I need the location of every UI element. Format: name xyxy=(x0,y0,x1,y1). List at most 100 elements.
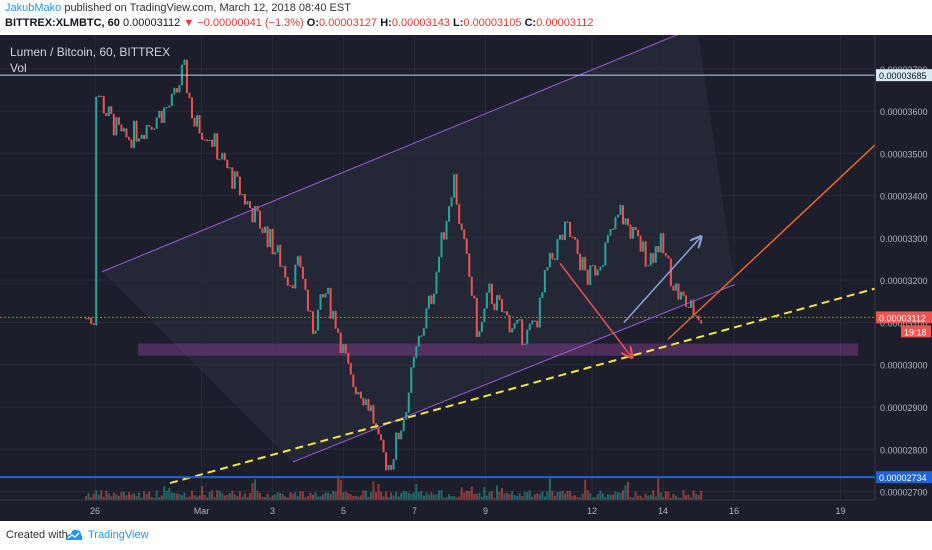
candle-body xyxy=(493,303,496,311)
publish-text: published on TradingView.com, March 12, … xyxy=(61,2,351,14)
chart-area[interactable]: 0.00002700 0.00002800 0.00002900 0.00003000… xyxy=(0,35,932,521)
volume-bar xyxy=(372,481,375,500)
volume-legend-label: Vol xyxy=(10,61,27,75)
price-axis[interactable]: 0.00002700 0.00002800 0.00002900 0.00003000… xyxy=(874,35,932,500)
candle-body xyxy=(170,93,173,106)
candle-body xyxy=(483,308,486,322)
candle-body xyxy=(664,253,667,256)
candle-body xyxy=(478,331,481,337)
volume-bar xyxy=(473,493,476,500)
volume-bar xyxy=(503,493,506,500)
volume-bar xyxy=(407,492,410,500)
volume-bar xyxy=(692,490,695,500)
volume-bar xyxy=(571,495,574,500)
volume-bar xyxy=(697,495,700,500)
candle-body xyxy=(221,153,224,160)
candle-body xyxy=(274,252,277,255)
candle-body xyxy=(296,256,299,265)
volume-bar xyxy=(420,491,423,500)
volume-bar xyxy=(543,496,546,500)
volume-bar xyxy=(662,497,665,500)
candle-body xyxy=(319,294,322,310)
volume-bar xyxy=(213,497,216,500)
volume-bar xyxy=(150,497,153,500)
candle-body xyxy=(407,392,410,413)
volume-bar xyxy=(463,492,466,500)
volume-bar xyxy=(349,494,352,500)
time-axis[interactable]: 26 Mar 3 5 7 9 12 14 16 19 xyxy=(0,499,875,516)
volume-bar xyxy=(324,492,327,500)
candle-body xyxy=(458,204,461,224)
tradingview-brand-link[interactable]: TradingView xyxy=(88,529,149,541)
orange-line xyxy=(667,144,876,340)
volume-bar xyxy=(556,491,559,500)
volume-bar xyxy=(422,495,425,500)
volume-bar xyxy=(627,481,630,500)
volume-bar xyxy=(591,497,594,500)
candle-body xyxy=(685,295,688,307)
volume-bar xyxy=(440,490,443,500)
volume-bar xyxy=(584,479,587,500)
volume-bar xyxy=(145,494,148,500)
candle-body xyxy=(553,258,556,260)
candle-body xyxy=(594,265,597,276)
price-tick-label: 0.00003000 xyxy=(880,361,928,371)
candle-body xyxy=(402,419,405,431)
candle-body xyxy=(90,318,93,324)
volume-bar xyxy=(392,495,395,500)
volume-bar xyxy=(498,491,501,500)
candle-body xyxy=(317,309,320,331)
volume-bar xyxy=(526,492,529,500)
candle-body xyxy=(105,113,108,116)
tradingview-logo-icon[interactable] xyxy=(64,526,84,544)
volume-bar xyxy=(531,496,534,500)
volume-bar xyxy=(460,487,463,500)
volume-bar xyxy=(238,491,241,500)
candle-body xyxy=(647,265,650,267)
volume-bar xyxy=(685,495,688,500)
candle-body xyxy=(533,320,536,322)
candle-body xyxy=(163,107,166,123)
volume-bar xyxy=(596,494,599,500)
volume-bar xyxy=(548,478,551,500)
volume-bar xyxy=(700,490,703,500)
candle-body xyxy=(233,171,236,189)
candle-body xyxy=(417,336,420,347)
volume-bar xyxy=(304,497,307,500)
volume-bar xyxy=(664,491,667,500)
candle-body xyxy=(261,228,264,233)
volume-bar xyxy=(553,495,556,500)
candle-body xyxy=(566,221,569,223)
candle-body xyxy=(669,258,672,286)
candle-body xyxy=(148,125,151,127)
volume-bar xyxy=(695,493,698,500)
volume-bar xyxy=(122,492,125,500)
down-arrow-icon: ▼ xyxy=(183,17,195,29)
candle-body xyxy=(473,295,476,299)
countdown-text: 19:18 xyxy=(904,327,927,337)
volume-bar xyxy=(359,495,362,500)
volume-bar xyxy=(490,490,493,500)
author-link[interactable]: JakubMako xyxy=(5,2,62,14)
candle-body xyxy=(695,315,698,317)
price-chart[interactable]: 0.00002700 0.00002800 0.00002900 0.00003000… xyxy=(0,35,932,521)
volume-bar xyxy=(508,493,511,500)
volume-bar xyxy=(342,492,345,500)
volume-bar xyxy=(415,483,418,500)
volume-bar xyxy=(541,491,544,500)
candle-body xyxy=(465,238,468,254)
candle-body xyxy=(437,257,440,273)
candle-body xyxy=(541,292,544,298)
volume-bar xyxy=(513,495,516,500)
candle-body xyxy=(291,285,294,289)
candle-body xyxy=(536,320,539,328)
candle-body xyxy=(173,88,176,94)
candle-body xyxy=(382,440,385,453)
candle-body xyxy=(153,128,156,130)
candle-body xyxy=(490,283,493,304)
price-tick-label: 0.00003200 xyxy=(880,276,928,286)
volume-bar xyxy=(183,492,186,500)
volume-bar xyxy=(448,494,451,500)
candle-body xyxy=(644,241,647,267)
volume-bar xyxy=(682,490,685,500)
